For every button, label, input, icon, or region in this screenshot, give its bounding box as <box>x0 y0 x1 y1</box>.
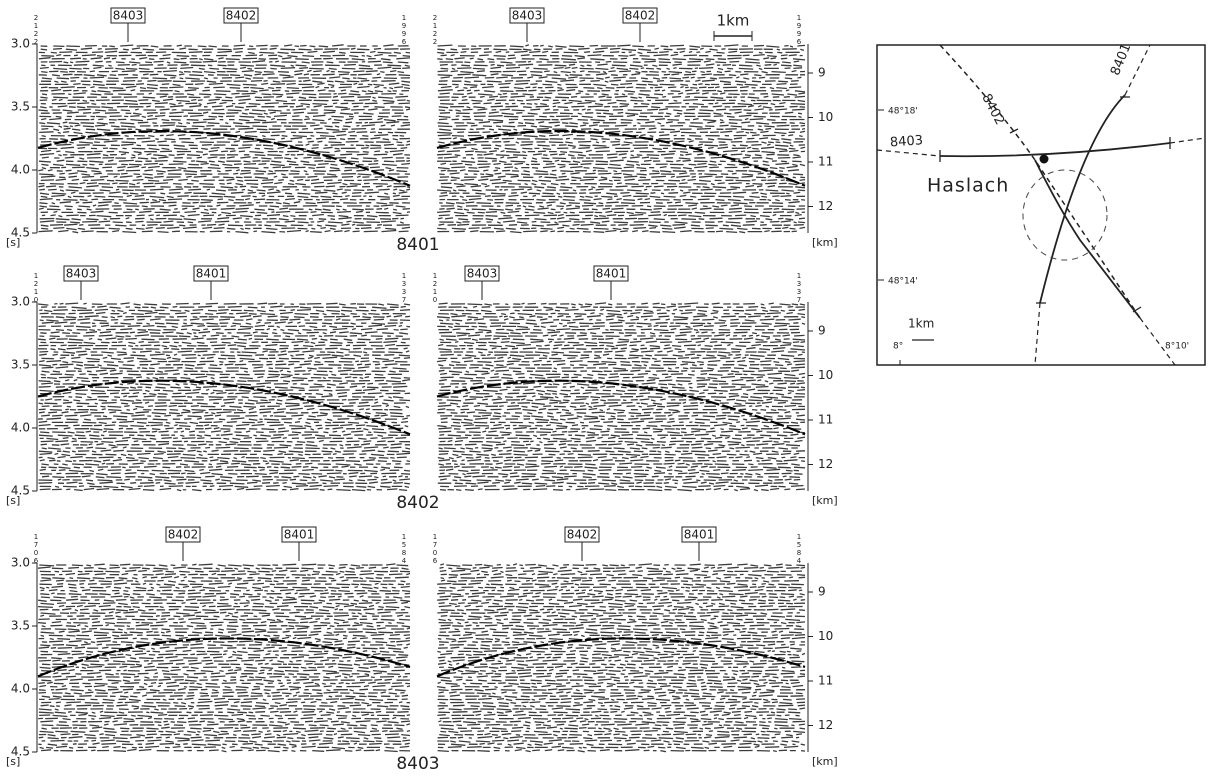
time-unit: [s] <box>6 236 20 249</box>
seismic-traces <box>38 44 411 234</box>
depth-tick-label: 11 <box>818 155 833 169</box>
longitude-label: 8°10' <box>1165 342 1189 352</box>
crossing-label: 8401 <box>284 528 315 542</box>
latitude-label: 48°14' <box>888 277 918 287</box>
map-line-label: 8403 <box>889 133 923 150</box>
shotpoint-start: 2122 <box>32 14 40 46</box>
map-ticks <box>939 96 1171 313</box>
shotpoint-start: 1706 <box>32 533 40 565</box>
crossing-label: 8402 <box>168 528 199 542</box>
place-label: Haslach <box>927 175 1009 197</box>
map-line-label: 8401 <box>1108 42 1134 78</box>
section-title: 8403 <box>396 754 439 774</box>
reflector <box>37 637 411 678</box>
time-tick-label: 4.5 <box>11 484 30 498</box>
depth-tick-label: 9 <box>818 585 826 599</box>
shotpoint-start: 1706 <box>431 533 439 565</box>
time-tick-label: 4.5 <box>11 226 30 240</box>
line-8402 <box>1034 159 1141 319</box>
reflector <box>436 637 806 678</box>
time-tick-label: 4.0 <box>11 421 30 435</box>
reflector <box>436 379 806 436</box>
time-tick-label: 3.5 <box>11 358 30 372</box>
depth-tick-label: 10 <box>818 368 833 382</box>
depth-tick-label: 12 <box>818 199 833 213</box>
reflector <box>37 129 411 187</box>
seismic-section: 1706 1584 8402 8401 1706 1584 8402 8401 3.0 3.5 4.… <box>6 526 838 774</box>
reflector <box>436 129 806 187</box>
line-8401 <box>1039 94 1126 304</box>
section-title: 8402 <box>396 493 439 513</box>
crossing-label: 8403 <box>467 267 498 281</box>
anomaly-outline <box>1022 169 1108 261</box>
crossing-label: 8401 <box>684 528 715 542</box>
depth-tick-label: 11 <box>818 413 833 427</box>
depth-tick-label: 11 <box>818 674 833 688</box>
time-unit: [s] <box>6 494 20 507</box>
shotpoint-start: 2122 <box>431 14 439 46</box>
time-tick-label: 3.0 <box>11 295 30 309</box>
shotpoint-end: 1584 <box>400 533 408 565</box>
depth-tick-label: 10 <box>818 110 833 124</box>
time-tick-label: 4.5 <box>11 745 30 759</box>
depth-tick-label: 12 <box>818 457 833 471</box>
depth-tick-label: 9 <box>818 324 826 338</box>
time-tick-label: 4.0 <box>11 163 30 177</box>
crossing-label: 8403 <box>66 267 97 281</box>
shotpoint-end: 1996 <box>795 14 803 46</box>
line-8403-dashed <box>876 137 1206 157</box>
map-scale-label: 1km <box>908 317 934 331</box>
shotpoint-end: 1584 <box>795 533 803 565</box>
seismic-traces <box>437 563 806 753</box>
depth-tick-label: 12 <box>818 718 833 732</box>
seismic-traces <box>37 302 411 492</box>
depth-unit: [km] <box>812 236 838 249</box>
seismic-section: 2122 1996 8403 8402 2122 1996 8403 8402 3.0 3.5 4.… <box>6 7 838 255</box>
section-title: 8401 <box>396 235 439 255</box>
time-tick-label: 3.0 <box>11 37 30 51</box>
depth-tick-label: 10 <box>818 629 833 643</box>
crossing-label: 8403 <box>113 9 144 23</box>
map-frame <box>876 44 1206 366</box>
longitude-label: 8° <box>893 342 903 352</box>
time-tick-label: 3.5 <box>11 100 30 114</box>
time-unit: [s] <box>6 755 20 768</box>
seismic-traces <box>437 44 806 234</box>
line-8402-dashed <box>939 44 1141 319</box>
latitude-label: 48°18' <box>888 107 918 117</box>
seismic-traces <box>37 563 411 753</box>
crossing-label: 8402 <box>226 9 257 23</box>
well-location <box>1039 154 1049 164</box>
crossing-label: 8402 <box>567 528 598 542</box>
shotpoint-end: 1996 <box>400 14 408 46</box>
depth-unit: [km] <box>812 755 838 768</box>
crossing-label: 8401 <box>596 267 627 281</box>
line-8402-end <box>1139 317 1176 366</box>
line-8403 <box>939 142 1171 158</box>
scale-bar-ends <box>713 31 753 41</box>
scale-label: 1km <box>717 12 750 30</box>
line-8401-dashed <box>1034 44 1151 366</box>
crossing-label: 8403 <box>512 9 543 23</box>
time-tick-label: 3.0 <box>11 556 30 570</box>
reflector <box>37 379 411 436</box>
location-map: 8402 8401 8403 Haslach 48°18' 48°14' 8° … <box>876 42 1206 366</box>
shotpoint-end: 1337 <box>795 272 803 304</box>
seismic-traces <box>436 302 806 492</box>
crossing-label: 8402 <box>625 9 656 23</box>
shotpoint-end: 1337 <box>400 272 408 304</box>
shotpoint-start: 1210 <box>431 272 439 304</box>
coordinate-ticks <box>878 109 901 365</box>
depth-tick-label: 9 <box>818 66 826 80</box>
time-tick-label: 3.5 <box>11 619 30 633</box>
crossing-label: 8401 <box>196 267 227 281</box>
time-tick-label: 4.0 <box>11 682 30 696</box>
depth-unit: [km] <box>812 494 838 507</box>
map-line-label: 8402 <box>978 91 1007 127</box>
shotpoint-start: 1210 <box>32 272 40 304</box>
